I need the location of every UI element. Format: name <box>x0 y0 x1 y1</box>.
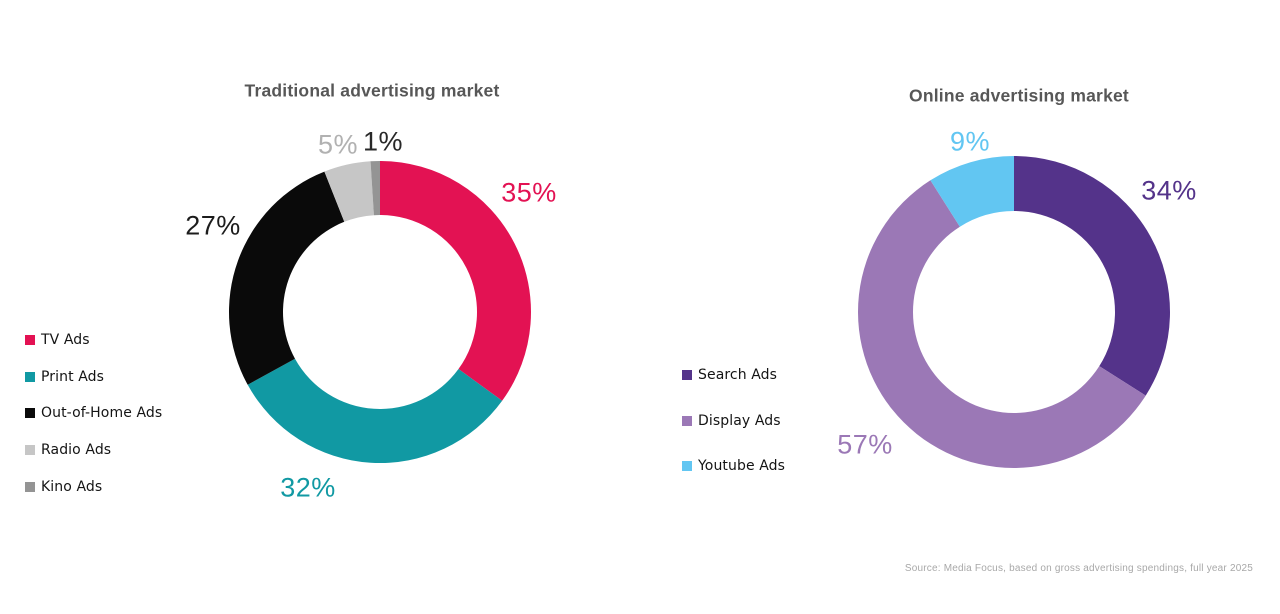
legend-swatch-youtube-ads <box>682 461 692 471</box>
legend-swatch-radio-ads <box>25 445 35 456</box>
online-advertising-market-slice-display-ads <box>858 180 1146 468</box>
legend-label-print-ads: Print Ads <box>41 368 105 385</box>
legend-label-search-ads: Search Ads <box>698 367 778 383</box>
traditional-advertising-market-label-radio-ads: 5% <box>317 129 359 160</box>
online-advertising-market-slice-youtube-ads <box>930 156 1014 227</box>
legend-item-youtube-ads: Youtube Ads <box>682 458 785 474</box>
legend-label-youtube-ads: Youtube Ads <box>698 458 786 474</box>
legend-swatch-search-ads <box>682 370 692 380</box>
legend-swatch-out-of-home-ads <box>25 408 35 419</box>
legend-label-out-of-home-ads: Out-of-Home Ads <box>41 405 163 422</box>
legend-item-print-ads: Print Ads <box>25 369 104 385</box>
traditional-advertising-market-slice-out-of-home-ads <box>228 171 345 385</box>
online-advertising-market-label-search-ads: 34% <box>1141 175 1197 206</box>
legend-label-tv-ads: TV Ads <box>41 332 90 348</box>
legend-item-kino-ads: Kino Ads <box>25 479 102 495</box>
legend-item-display-ads: Display Ads <box>682 413 781 429</box>
legend-label-radio-ads: Radio Ads <box>41 442 112 459</box>
traditional-advertising-market-label-tv-ads: 35% <box>501 177 557 208</box>
legend-item-radio-ads: Radio Ads <box>25 442 111 458</box>
source-note: Source: Media Focus, based on gross adve… <box>904 563 1253 574</box>
legend-label-display-ads: Display Ads <box>698 412 781 429</box>
legend-item-search-ads: Search Ads <box>682 367 777 383</box>
traditional-advertising-market-slice-radio-ads <box>324 161 374 222</box>
legend-item-tv-ads: TV Ads <box>25 332 90 348</box>
traditional-advertising-market-slice-kino-ads <box>370 161 380 216</box>
legend-swatch-kino-ads <box>25 481 35 492</box>
traditional-advertising-market-label-out-of-home-ads: 27% <box>185 210 241 241</box>
legend-label-kino-ads: Kino Ads <box>41 478 103 495</box>
online-advertising-market-label-youtube-ads: 9% <box>949 126 991 157</box>
traditional-advertising-market-label-print-ads: 32% <box>280 472 336 503</box>
traditional-advertising-market-label-kino-ads: 1% <box>362 126 404 157</box>
online-advertising-market-label-display-ads: 57% <box>837 429 893 460</box>
legend-swatch-print-ads <box>25 371 35 382</box>
legend-swatch-tv-ads <box>25 335 35 345</box>
online-advertising-market-slice-search-ads <box>1014 156 1170 396</box>
traditional-chart-title: Traditional advertising market <box>244 80 500 101</box>
legend-swatch-display-ads <box>682 415 692 426</box>
traditional-advertising-market-slice-tv-ads <box>380 161 531 401</box>
online-chart-title: Online advertising market <box>909 85 1129 106</box>
traditional-advertising-market-slice-print-ads <box>247 358 503 463</box>
legend-item-out-of-home-ads: Out-of-Home Ads <box>25 405 162 421</box>
